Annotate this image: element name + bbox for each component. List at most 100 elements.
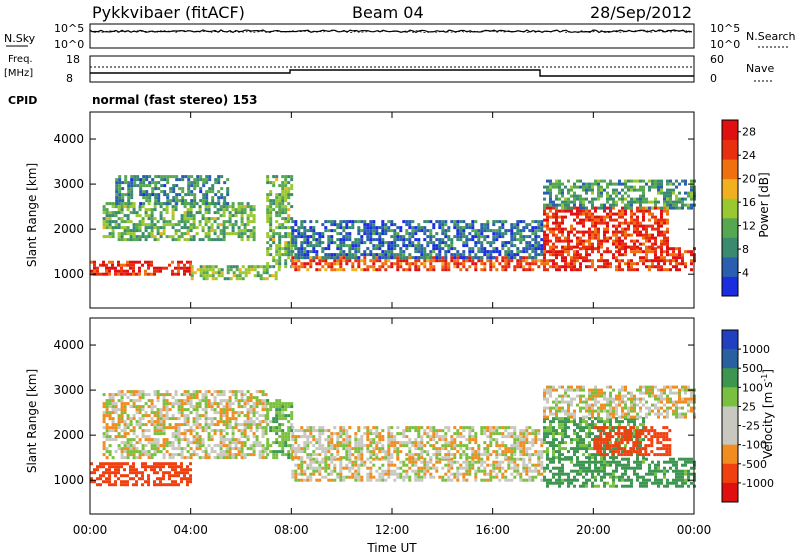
data-cell [135,435,139,439]
power-colorbar-tick-label: 28 [742,126,756,139]
data-cell [255,441,259,445]
data-cell [453,253,457,257]
data-cell [297,259,301,263]
data-cell [139,178,143,182]
data-cell [171,444,175,448]
data-cell [284,244,288,248]
data-cell [615,194,618,198]
data-cell [555,209,558,213]
data-cell [348,426,352,430]
data-cell [272,456,276,460]
data-cell [241,271,245,275]
data-cell [102,260,105,264]
data-cell [321,256,325,260]
data-cell [390,456,394,460]
data-cell [522,265,526,269]
data-cell [171,272,174,276]
data-cell [588,185,591,189]
data-cell [633,212,636,216]
data-cell [120,429,124,433]
data-cell [287,217,291,221]
data-cell [306,244,310,248]
data-cell [249,232,253,236]
data-cell [258,453,262,457]
data-cell [459,238,463,242]
data-cell [249,429,253,433]
data-cell [597,236,600,240]
data-cell [93,480,96,484]
data-cell [111,205,115,209]
data-cell [284,241,288,245]
data-cell [390,265,394,269]
data-cell [453,247,457,251]
data-cell [420,438,424,442]
data-cell [216,211,220,215]
data-cell [405,441,409,445]
data-cell [114,393,118,397]
data-cell [555,185,558,189]
data-cell [156,396,160,400]
data-cell [166,199,170,203]
data-cell [591,200,594,204]
data-cell [290,405,294,409]
data-cell [132,272,135,276]
data-cell [330,256,334,260]
data-cell [226,277,230,281]
data-cell [615,245,618,249]
data-cell [429,472,433,476]
data-cell [118,178,122,182]
data-cell [291,241,295,245]
data-cell [198,435,202,439]
data-cell [537,259,541,263]
data-cell [501,256,505,260]
data-cell [219,435,223,439]
data-cell [504,229,508,233]
data-cell [408,241,412,245]
data-cell [612,191,615,195]
data-cell [243,414,247,418]
data-cell [417,469,421,473]
data-cell [266,181,270,185]
data-cell [381,447,385,451]
data-cell [117,238,121,242]
data-cell [147,202,151,206]
data-cell [111,471,114,475]
data-cell [269,235,273,239]
data-cell [627,200,630,204]
data-cell [208,265,212,269]
data-cell [510,447,514,451]
data-cell [414,244,418,248]
data-cell [153,471,156,475]
data-cell [381,457,385,461]
data-cell [441,220,445,224]
data-cell [132,453,136,457]
data-cell [435,441,439,445]
data-cell [681,200,684,204]
data-cell [372,232,376,236]
data-cell [205,277,209,281]
data-cell [162,414,166,418]
data-cell [648,247,651,251]
data-cell [663,191,666,195]
velocity-data-cells [90,385,696,488]
data-cell [528,235,532,239]
data-cell [522,250,526,254]
data-cell [132,205,136,209]
data-cell [537,460,541,464]
data-cell [147,441,151,445]
data-cell [180,393,184,397]
data-cell [648,259,651,263]
data-cell [249,229,253,233]
data-cell [153,269,156,273]
data-cell [603,203,606,207]
data-cell [534,226,538,230]
data-cell [177,229,181,233]
data-cell [147,223,151,227]
data-cell [135,483,138,487]
data-cell [348,256,352,260]
data-cell [219,390,223,394]
data-cell [102,447,106,451]
data-cell [318,478,322,482]
data-cell [354,256,358,260]
data-cell [345,232,349,236]
